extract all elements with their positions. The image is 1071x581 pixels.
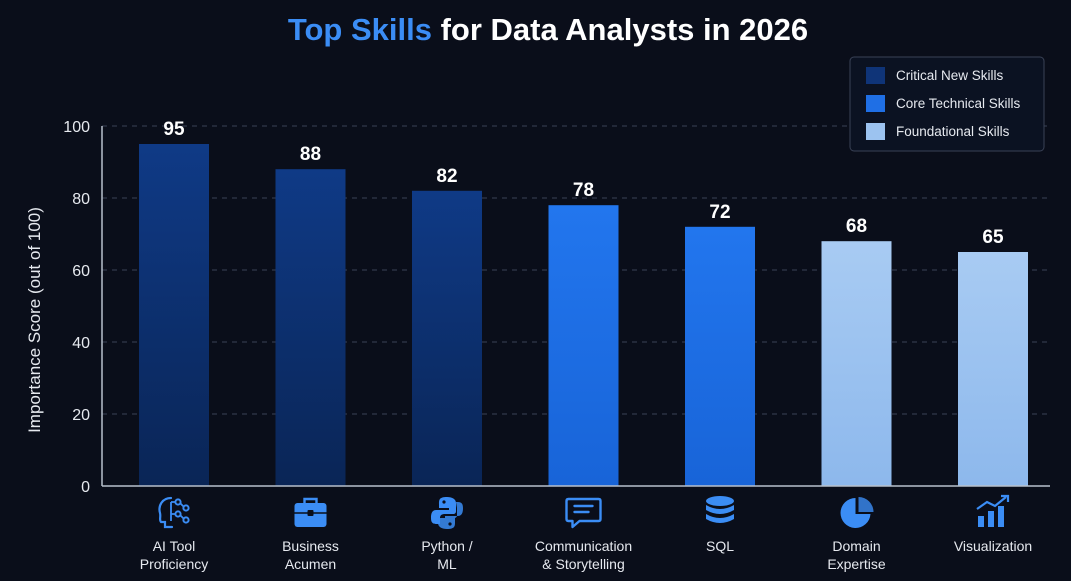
network-head-icon bbox=[158, 496, 190, 529]
legend-swatch bbox=[866, 67, 885, 84]
chart-title-rest: for Data Analysts in 2026 bbox=[432, 12, 808, 47]
category-label: SQL bbox=[706, 538, 734, 554]
value-labels: 95 88 82 78 72 68 65 bbox=[163, 119, 1004, 248]
pie-chart-icon bbox=[840, 497, 874, 528]
category-labels: AI Tool Proficiency Business Acumen Python /… bbox=[140, 538, 1032, 572]
y-tick-label: 20 bbox=[72, 407, 90, 424]
legend: Critical New Skills Core Technical Skills… bbox=[849, 56, 1045, 152]
legend-swatch bbox=[866, 123, 885, 140]
briefcase-icon bbox=[294, 497, 327, 527]
bar bbox=[821, 241, 892, 486]
python-icon bbox=[431, 497, 463, 529]
y-tick-label: 80 bbox=[72, 191, 90, 208]
y-tick-labels: 0 20 40 60 80 100 bbox=[63, 119, 90, 496]
chart-title-accent: Top Skills bbox=[288, 12, 432, 47]
value-label: 65 bbox=[982, 227, 1004, 248]
bar bbox=[685, 226, 755, 487]
legend-label: Core Technical Skills bbox=[896, 96, 1021, 111]
value-label: 78 bbox=[573, 180, 594, 201]
bar-trend-icon bbox=[976, 494, 1010, 527]
bars bbox=[139, 144, 1028, 487]
legend-label: Foundational Skills bbox=[896, 124, 1010, 139]
category-label: AI Tool Proficiency bbox=[140, 538, 208, 572]
category-icons bbox=[158, 494, 1010, 529]
bar bbox=[275, 169, 346, 486]
category-label: Communication & Storytelling bbox=[535, 538, 632, 572]
value-label: 95 bbox=[163, 119, 185, 140]
y-axis-label: Importance Score (out of 100) bbox=[25, 207, 44, 433]
y-tick-label: 0 bbox=[81, 479, 90, 496]
y-tick-label: 40 bbox=[72, 335, 90, 352]
chart-title: Top Skills for Data Analysts in 2026 bbox=[288, 12, 808, 47]
category-label: Business Acumen bbox=[282, 538, 339, 572]
y-tick-label: 100 bbox=[63, 119, 90, 136]
value-label: 82 bbox=[436, 166, 457, 187]
y-tick-label: 60 bbox=[72, 263, 90, 280]
bar bbox=[958, 252, 1028, 486]
value-label: 88 bbox=[300, 144, 321, 165]
legend-box bbox=[849, 56, 1045, 152]
legend-swatch bbox=[866, 95, 885, 112]
bar bbox=[139, 144, 209, 486]
chat-bubble-icon bbox=[565, 497, 602, 529]
value-label: 72 bbox=[709, 202, 730, 223]
bar bbox=[412, 190, 482, 487]
category-label: Domain Expertise bbox=[827, 538, 886, 572]
bar bbox=[548, 205, 619, 486]
database-icon bbox=[706, 496, 734, 523]
category-label: Python / ML bbox=[421, 538, 472, 572]
value-label: 68 bbox=[846, 216, 867, 237]
legend-label: Critical New Skills bbox=[896, 68, 1004, 83]
category-label: Visualization bbox=[954, 538, 1032, 554]
